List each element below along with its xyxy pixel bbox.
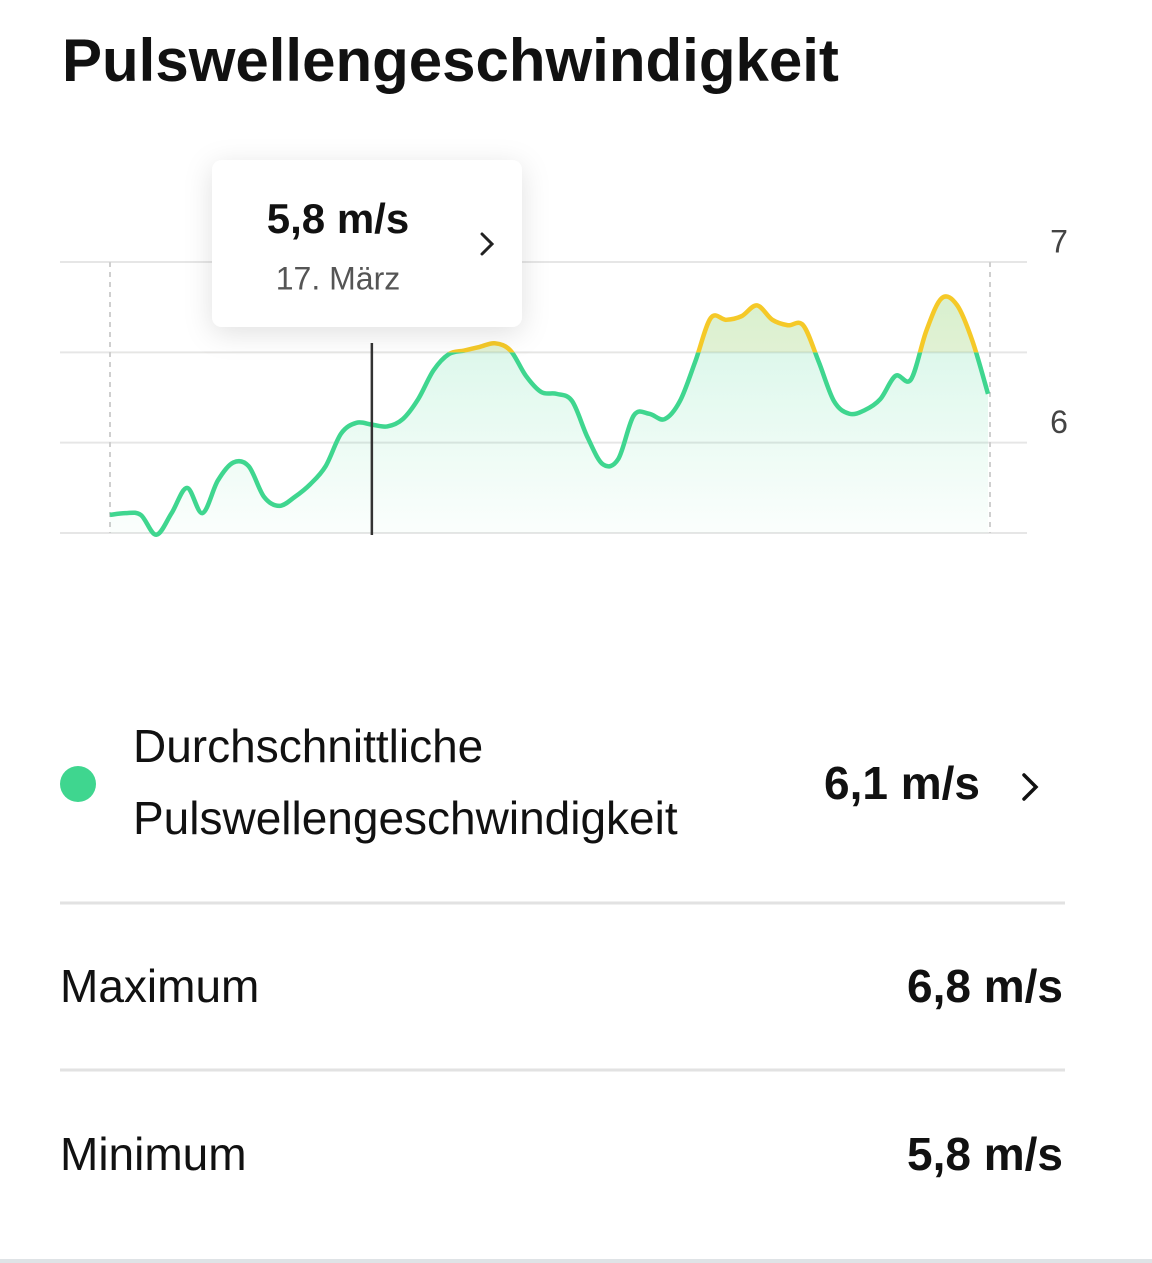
chevron: [1022, 773, 1039, 801]
average-label: Durchschnittliche: [133, 720, 483, 772]
average-row[interactable]: Durchschnittliche Pulswellengeschwindigk…: [60, 720, 1039, 844]
tooltip-value: 5,8 m/s: [267, 195, 409, 242]
tooltip-box: [212, 160, 522, 327]
chevron: [480, 232, 495, 256]
legend-dot: [60, 766, 96, 802]
stat-label: Minimum: [60, 1128, 247, 1180]
tooltip-date: 17. März: [276, 260, 400, 296]
y-tick-label: 7: [1050, 223, 1068, 259]
threshold-area: [110, 296, 988, 353]
average-label: Pulswellengeschwindigkeit: [133, 792, 678, 844]
line: [109, 352, 991, 538]
stat-label: Maximum: [60, 960, 259, 1012]
page-title: Pulswellengeschwindigkeit: [62, 27, 839, 94]
tooltip[interactable]: 5,8 m/s 17. März: [212, 160, 522, 327]
area: [110, 296, 988, 535]
y-tick-label: 6: [1050, 404, 1068, 440]
chart: 67: [60, 223, 1068, 538]
average-value: 6,1 m/s: [824, 757, 980, 809]
stat-value: 6,8 m/s: [907, 960, 1063, 1012]
stat-value: 5,8 m/s: [907, 1128, 1063, 1180]
